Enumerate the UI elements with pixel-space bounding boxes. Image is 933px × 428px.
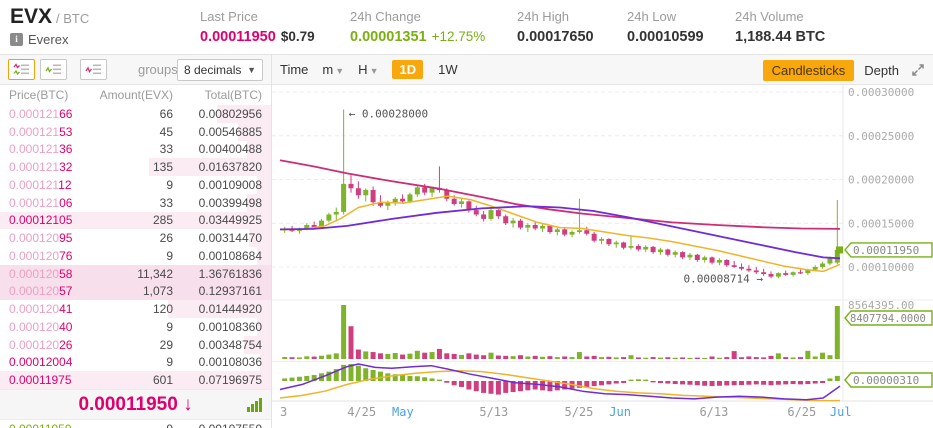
last-price-value: 0.00011950 ↓ <box>78 393 193 415</box>
orderbook-ask-row[interactable]: 0.00012095 26 0.00314470 <box>0 229 271 247</box>
svg-text:0.00008714 →: 0.00008714 → <box>684 272 764 285</box>
svg-text:4/25: 4/25 <box>347 405 376 419</box>
orderbook-ask-row[interactable]: 0.00012153 45 0.00546885 <box>0 122 271 141</box>
orderbook-ask-row[interactable]: 0.00012106 33 0.00399498 <box>0 193 271 212</box>
stat-24h-change: 24h Change 0.00001351 +12.75% <box>350 9 486 45</box>
groups-label: groups <box>138 62 178 77</box>
svg-text:0.00010000: 0.00010000 <box>848 261 914 274</box>
orderbook-ask-row[interactable]: 0.00012105 285 0.03449925 <box>0 211 271 230</box>
depth-chart-icon[interactable] <box>247 398 262 412</box>
arrow-down-icon: ↓ <box>183 393 193 415</box>
decimals-select[interactable]: 8 decimals ▼ <box>177 59 263 81</box>
order-book-toolbar: groups 8 decimals ▼ <box>0 55 271 85</box>
orderbook-ask-row[interactable]: 0.00012166 66 0.00802956 <box>0 105 271 123</box>
quote-currency: / BTC <box>56 11 90 26</box>
svg-text:0.00011950: 0.00011950 <box>853 244 919 257</box>
order-book-columns: Price(BTC) Amount(EVX) Total(BTC) <box>0 85 271 105</box>
orderbook-both-icon[interactable] <box>8 59 35 80</box>
svg-text:May: May <box>392 405 414 419</box>
svg-text:6/25: 6/25 <box>787 405 816 419</box>
svg-text:0.00000310: 0.00000310 <box>853 374 919 387</box>
orderbook-ask-row[interactable]: 0.00012112 9 0.00109008 <box>0 176 271 194</box>
orderbook-ask-row[interactable]: 0.00012076 9 0.00108684 <box>0 247 271 265</box>
svg-text:0.00025000: 0.00025000 <box>848 130 914 143</box>
bids-list-clipped: 0.0001195090.00107550 <box>0 420 271 428</box>
svg-text:0.00015000: 0.00015000 <box>848 217 914 230</box>
order-book-panel: groups 8 decimals ▼ Price(BTC) Amount(EV… <box>0 55 272 428</box>
pair-symbol: EVX / BTC <box>10 5 89 29</box>
depth-button[interactable]: Depth <box>864 62 899 78</box>
interval-1d-button[interactable]: 1D <box>392 60 424 79</box>
svg-text:0.00030000: 0.00030000 <box>848 86 914 99</box>
interval-1w-button[interactable]: 1W <box>438 62 458 77</box>
orderbook-buys-icon[interactable] <box>40 59 67 80</box>
col-amount: Amount(EVX) <box>99 88 173 102</box>
interval-hours-dropdown[interactable]: H ▼ <box>358 62 379 77</box>
fullscreen-icon[interactable] <box>911 63 925 77</box>
svg-text:Jun: Jun <box>609 405 631 419</box>
pair-header: EVX / BTC i Everex Last Price 0.00011950 $0… <box>0 0 933 55</box>
stat-last-price: Last Price 0.00011950 $0.79 <box>200 9 315 45</box>
col-total: Total(BTC) <box>204 88 262 102</box>
svg-text:8564395.00: 8564395.00 <box>848 299 914 312</box>
svg-text:3: 3 <box>280 405 287 419</box>
orderbook-ask-row[interactable]: 0.00012004 9 0.00108036 <box>0 353 271 372</box>
orderbook-ask-row[interactable]: 0.00012040 9 0.00108360 <box>0 318 271 336</box>
svg-text:← 0.00028000: ← 0.00028000 <box>349 108 428 121</box>
orderbook-ask-row[interactable]: 0.00011975 601 0.07196975 <box>0 371 271 389</box>
svg-text:0.00020000: 0.00020000 <box>848 174 914 187</box>
time-label: Time <box>280 62 309 77</box>
svg-text:8407794.0000: 8407794.0000 <box>850 313 926 325</box>
symbol-text: EVX <box>10 5 53 28</box>
candlestick-chart-canvas[interactable]: ← 0.00028000 0.00008714 → 0.00030000 0.0002… <box>272 85 933 428</box>
orderbook-ask-row[interactable]: 0.00012026 29 0.00348754 <box>0 335 271 354</box>
chart-panel: Time m ▼ H ▼ 1D 1W Candlesticks Depth ← 0 <box>272 55 933 428</box>
svg-text:6/13: 6/13 <box>699 405 728 419</box>
svg-text:5/25: 5/25 <box>564 405 593 419</box>
coin-name-row: i Everex <box>10 32 68 47</box>
svg-text:5/13: 5/13 <box>479 405 508 419</box>
asks-list: 0.00012166 66 0.00802956 0.00012153 45 0.0054… <box>0 105 271 389</box>
decimals-value: 8 decimals <box>184 63 242 77</box>
col-price: Price(BTC) <box>9 88 69 102</box>
orderbook-sells-icon[interactable] <box>80 59 107 80</box>
candlesticks-button[interactable]: Candlesticks <box>762 59 855 81</box>
orderbook-ask-row[interactable]: 0.00012058 11,342 1.36761836 <box>0 264 271 283</box>
coin-name: Everex <box>28 32 69 47</box>
chart-toolbar: Time m ▼ H ▼ 1D 1W Candlesticks Depth <box>272 55 933 85</box>
stat-24h-high: 24h High 0.00017650 <box>517 9 594 45</box>
last-price-row: 0.00011950 ↓ <box>0 389 271 420</box>
svg-text:Jul: Jul <box>830 405 852 419</box>
orderbook-ask-row[interactable]: 0.00012136 33 0.00400488 <box>0 140 271 159</box>
orderbook-ask-row[interactable]: 0.00012057 1,073 0.12937161 <box>0 282 271 301</box>
orderbook-ask-row[interactable]: 0.00012041 120 0.01444920 <box>0 300 271 318</box>
chevron-down-icon: ▼ <box>247 65 256 75</box>
stat-24h-low: 24h Low 0.00010599 <box>627 9 704 45</box>
info-icon[interactable]: i <box>10 33 23 46</box>
stat-24h-volume: 24h Volume 1,188.44 BTC <box>735 9 826 45</box>
interval-minutes-dropdown[interactable]: m ▼ <box>322 62 345 77</box>
orderbook-ask-row[interactable]: 0.00012132 135 0.01637820 <box>0 158 271 176</box>
orderbook-bid-row[interactable]: 0.0001195090.00107550 <box>0 420 271 428</box>
